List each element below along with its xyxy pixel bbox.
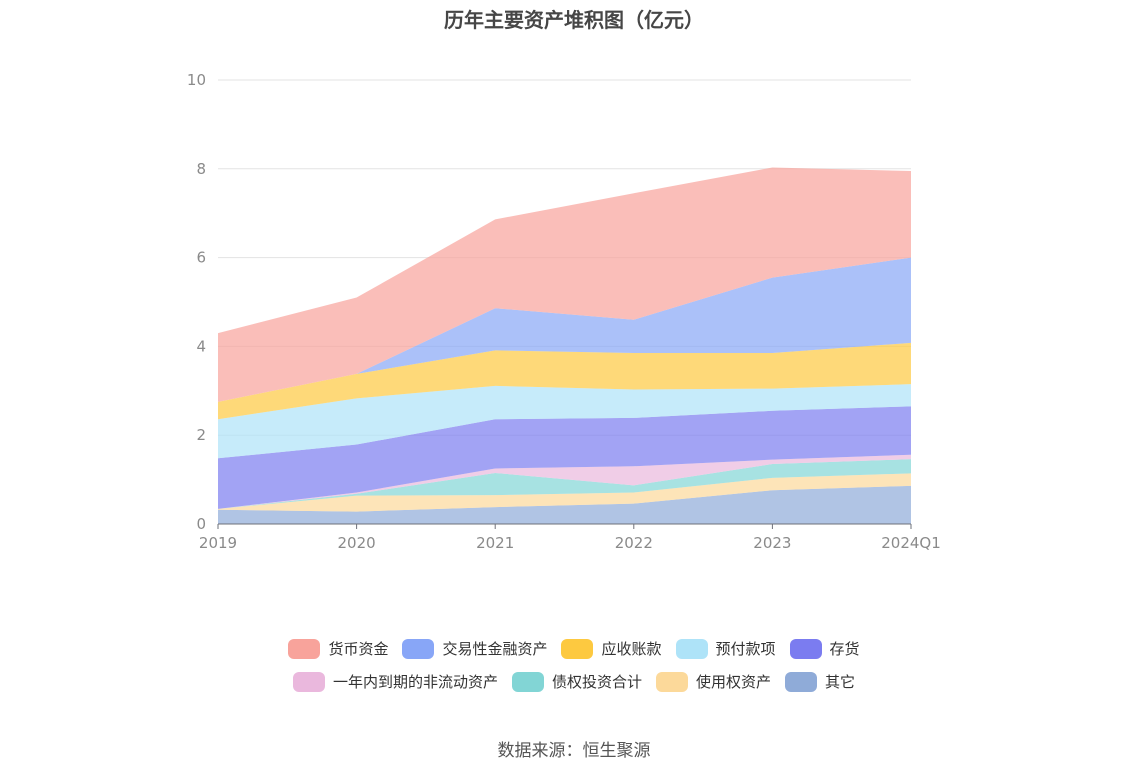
legend-label: 存货 — [829, 640, 860, 658]
chart-title: 历年主要资产堆积图（亿元） — [444, 8, 704, 32]
data-source: 数据来源：恒生聚源 — [497, 741, 651, 761]
area-series-7 — [218, 257, 911, 402]
legend-label: 一年内到期的非流动资产 — [332, 673, 498, 691]
legend-swatch — [288, 638, 321, 659]
legend-item[interactable]: 存货 — [789, 638, 860, 659]
y-tick-label: 8 — [196, 160, 206, 178]
x-tick-label: 2023 — [753, 534, 791, 552]
area-series-1 — [218, 473, 911, 512]
legend-item[interactable]: 债权投资合计 — [511, 671, 642, 692]
legend-item[interactable]: 一年内到期的非流动资产 — [292, 671, 498, 692]
legend-swatch — [785, 671, 818, 692]
legend-item[interactable]: 货币资金 — [288, 638, 388, 659]
x-tick-label: 2022 — [615, 534, 653, 552]
legend-swatch — [656, 671, 688, 692]
legend-item[interactable]: 交易性金融资产 — [402, 638, 547, 659]
y-tick-label: 4 — [196, 337, 206, 355]
area-series-6 — [218, 342, 911, 420]
x-tick-label: 2024Q1 — [881, 534, 941, 552]
legend-swatch — [561, 638, 594, 659]
x-tick-label: 2021 — [476, 534, 514, 552]
x-tick-label: 2019 — [199, 534, 237, 552]
legend-swatch — [402, 638, 435, 659]
legend: 货币资金 交易性金融资产 应收账款 预付款项 存货一年内到期的非流动资产 债权投资合计 使用… — [0, 638, 1148, 692]
legend-label: 其它 — [825, 673, 856, 691]
area-series-2 — [218, 459, 911, 509]
area-series-5 — [218, 384, 911, 459]
area-series-0 — [218, 485, 911, 524]
area-series-4 — [218, 406, 911, 509]
legend-row: 货币资金 交易性金融资产 应收账款 预付款项 存货 — [288, 638, 860, 659]
legend-item[interactable]: 应收账款 — [561, 638, 662, 659]
legend-swatch — [292, 671, 325, 692]
legend-label: 使用权资产 — [696, 673, 772, 691]
x-tick-label: 2020 — [338, 534, 376, 552]
y-tick-label: 0 — [196, 515, 206, 533]
legend-item[interactable]: 预付款项 — [675, 638, 776, 659]
legend-label: 应收账款 — [601, 640, 662, 658]
legend-row: 一年内到期的非流动资产 债权投资合计 使用权资产 其它 — [292, 671, 855, 692]
area-series-3 — [218, 454, 911, 509]
legend-label: 货币资金 — [328, 640, 389, 658]
y-tick-label: 10 — [187, 71, 206, 89]
area-series-8 — [218, 167, 911, 402]
legend-swatch — [511, 671, 544, 692]
y-tick-label: 6 — [196, 249, 206, 267]
legend-item[interactable]: 使用权资产 — [656, 671, 771, 692]
legend-swatch — [789, 638, 822, 659]
legend-label: 债权投资合计 — [551, 673, 642, 691]
legend-label: 交易性金融资产 — [442, 640, 548, 658]
legend-swatch — [675, 638, 708, 659]
y-tick-label: 2 — [196, 426, 206, 444]
legend-label: 预付款项 — [715, 640, 776, 658]
legend-item[interactable]: 其它 — [785, 671, 855, 692]
stacked-area-chart: 0 2 4 6 8 10 2019 2020 2021 2022 2023 2024Q1 — [187, 71, 941, 552]
